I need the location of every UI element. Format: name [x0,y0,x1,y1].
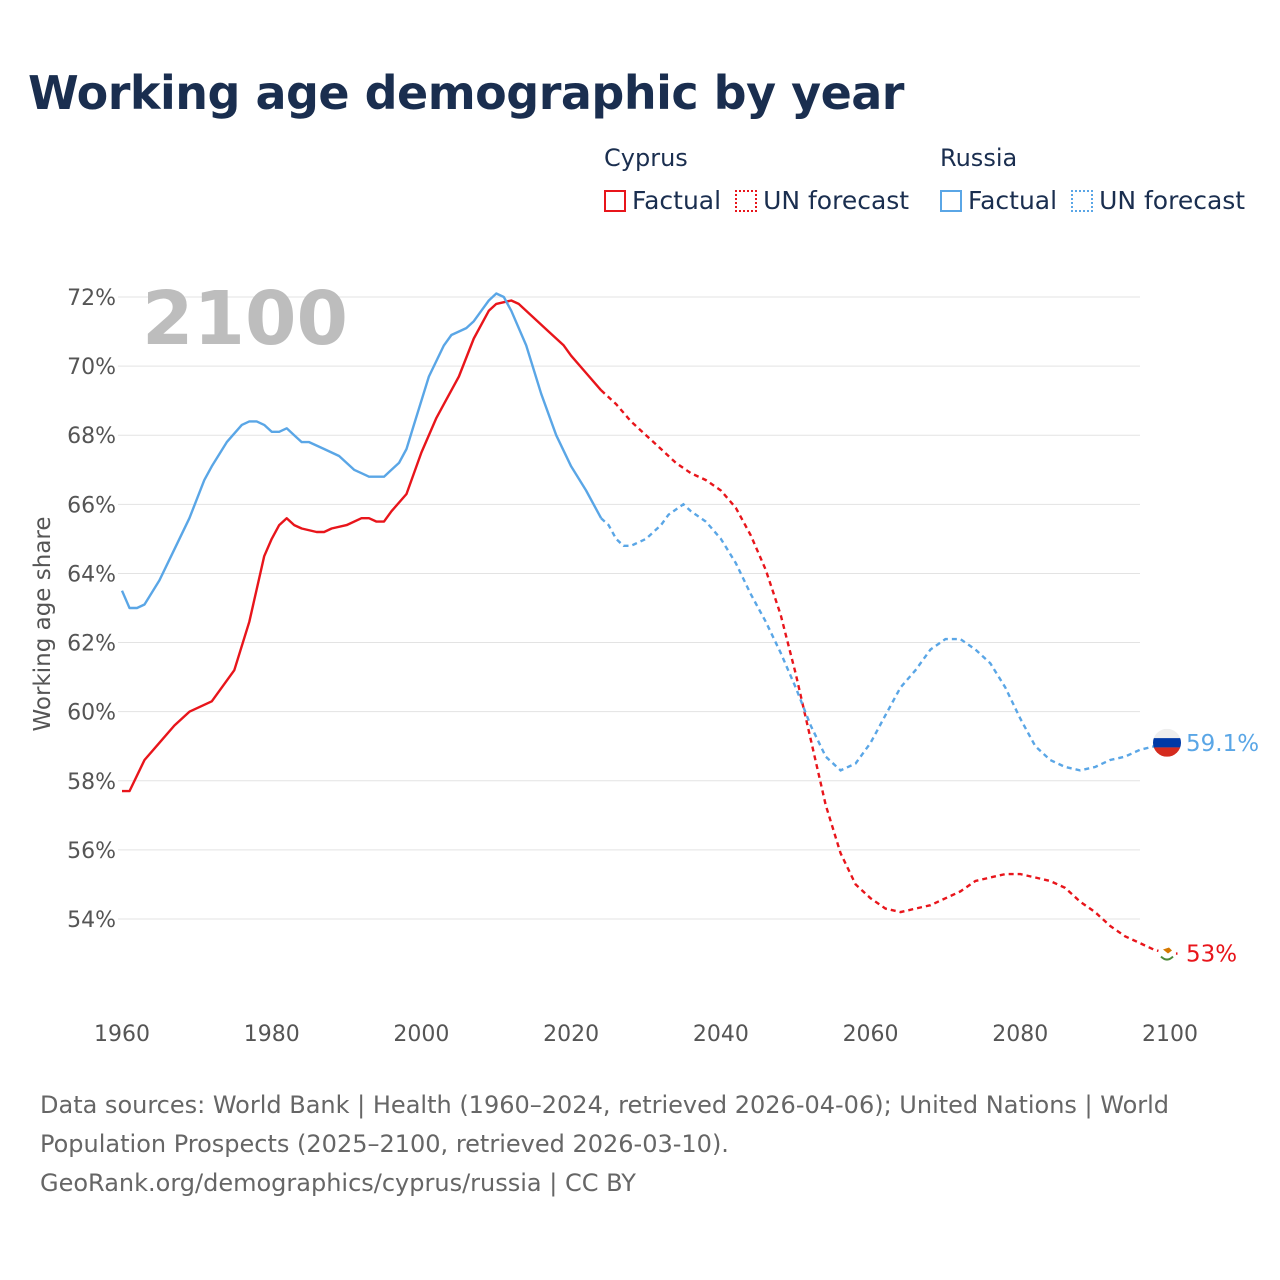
y-tick-label: 64% [67,562,116,587]
x-axis-ticks: 1960 1980 2000 2020 2040 2060 2080 2100 [94,1022,1198,1047]
series-lines [120,292,1178,955]
y-tick-label: 68% [67,424,116,449]
legend-label: UN forecast [763,186,910,215]
legend-label: UN forecast [1099,186,1246,215]
legend-label: Factual [632,186,722,215]
russia-end-label: 59.1% [1186,731,1259,757]
y-tick-label: 60% [67,701,116,726]
x-tick-label: 2100 [1142,1022,1198,1047]
end-markers: 53% 59.1% [1153,728,1259,968]
legend-russia-forecast[interactable]: UN forecast [1071,186,1245,215]
year-watermark: 2100 [142,276,348,362]
y-tick-label: 72% [67,286,116,311]
x-tick-label: 2020 [543,1022,599,1047]
x-tick-label: 2080 [992,1022,1048,1047]
legend-swatch-solid-icon [940,189,962,212]
legend-label: Factual [968,186,1058,215]
y-tick-label: 54% [67,908,116,933]
line-chart: 2100 54% 56% 58% 60% 62% 64% 66% 68% 70% 72% 1960… [30,276,1259,1047]
cyprus-factual-line[interactable] [122,299,603,793]
y-tick-label: 70% [67,355,116,380]
legend-russia-factual[interactable]: Factual [940,186,1057,215]
legend-group-name: Cyprus [604,144,688,172]
x-tick-label: 1960 [94,1022,150,1047]
legend-group-cyprus: Cyprus Factual UN forecast [604,144,909,215]
cyprus-forecast-line[interactable] [600,389,1178,955]
y-axis-label: Working age share [30,516,56,731]
chart-title: Working age demographic by year [28,66,905,120]
legend-swatch-dotted-icon [1071,189,1094,212]
russia-flag-icon [1153,728,1181,757]
x-tick-label: 2000 [393,1022,449,1047]
y-tick-label: 58% [67,770,116,795]
footer-line: Population Prospects (2025–2100, retriev… [40,1130,729,1158]
footer-line: Data sources: World Bank | Health (1960–… [40,1091,1170,1119]
y-tick-label: 56% [67,839,116,864]
legend-swatch-solid-icon [604,189,626,212]
footer-sources: Data sources: World Bank | Health (1960–… [40,1086,1240,1203]
legend-group-name: Russia [940,144,1018,172]
legend-cyprus-forecast[interactable]: UN forecast [735,186,909,215]
footer-line: GeoRank.org/demographics/cyprus/russia |… [40,1169,636,1197]
cyprus-flag-icon [1158,944,1176,963]
gridlines [118,296,1140,920]
x-tick-label: 2040 [693,1022,749,1047]
legend-swatch-dotted-icon [735,189,758,212]
x-tick-label: 2060 [843,1022,899,1047]
russia-factual-line[interactable] [120,292,603,610]
cyprus-end-label: 53% [1186,942,1237,968]
russia-forecast-line[interactable] [600,502,1178,772]
y-tick-label: 66% [67,493,116,518]
x-tick-label: 1980 [244,1022,300,1047]
legend-group-russia: Russia Factual UN forecast [940,144,1245,215]
y-axis-ticks: 54% 56% 58% 60% 62% 64% 66% 68% 70% 72% [67,286,116,933]
y-tick-label: 62% [67,632,116,657]
legend-cyprus-factual[interactable]: Factual [604,186,721,215]
